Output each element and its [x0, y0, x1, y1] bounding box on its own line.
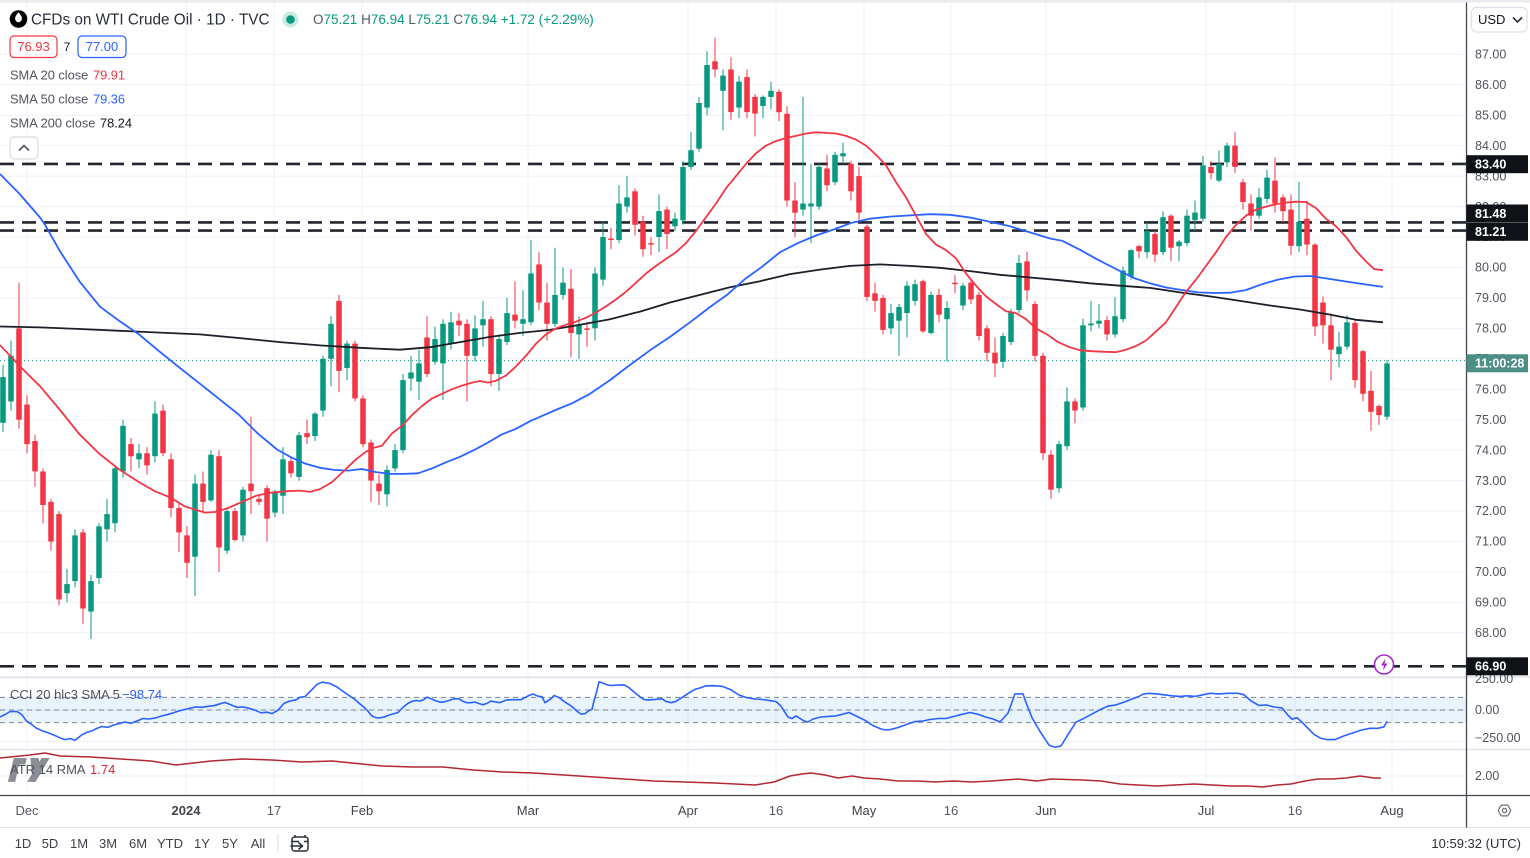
svg-text:77.00: 77.00: [86, 39, 119, 54]
svg-text:11:00:28: 11:00:28: [1475, 357, 1524, 371]
svg-text:1D: 1D: [15, 836, 32, 851]
svg-text:Jun: Jun: [1036, 803, 1057, 818]
svg-text:10:59:32 (UTC): 10:59:32 (UTC): [1431, 836, 1521, 851]
svg-text:Jul: Jul: [1198, 803, 1215, 818]
svg-text:Feb: Feb: [351, 803, 373, 818]
svg-text:75.00: 75.00: [1475, 413, 1506, 427]
svg-text:5Y: 5Y: [222, 836, 238, 851]
svg-text:2.00: 2.00: [1475, 769, 1499, 783]
svg-text:CFDs on WTI Crude Oil · 1D · T: CFDs on WTI Crude Oil · 1D · TVC: [31, 12, 270, 29]
svg-text:May: May: [852, 803, 877, 818]
svg-text:250.00: 250.00: [1475, 672, 1513, 686]
svg-text:81.48: 81.48: [1475, 207, 1506, 221]
svg-text:7: 7: [64, 40, 71, 54]
svg-text:SMA 20 close: SMA 20 close: [10, 68, 88, 83]
svg-text:USD: USD: [1478, 12, 1505, 27]
svg-text:80.00: 80.00: [1475, 261, 1506, 275]
svg-text:6M: 6M: [129, 836, 147, 851]
svg-text:66.90: 66.90: [1475, 660, 1506, 674]
svg-text:79.36: 79.36: [93, 92, 125, 107]
svg-text:Aug: Aug: [1380, 803, 1403, 818]
svg-text:73.00: 73.00: [1475, 474, 1506, 488]
svg-text:68.00: 68.00: [1475, 626, 1506, 640]
svg-text:1Y: 1Y: [194, 836, 210, 851]
svg-text:3M: 3M: [99, 836, 117, 851]
svg-text:SMA 200 close: SMA 200 close: [10, 116, 95, 131]
svg-text:Mar: Mar: [517, 803, 540, 818]
svg-text:71.00: 71.00: [1475, 535, 1506, 549]
svg-text:SMA 50 close: SMA 50 close: [10, 92, 88, 107]
svg-text:1.74: 1.74: [90, 762, 115, 777]
svg-text:Apr: Apr: [678, 803, 699, 818]
svg-text:ATR 14 RMA: ATR 14 RMA: [10, 762, 86, 777]
svg-text:87.00: 87.00: [1475, 48, 1506, 62]
svg-text:0.00: 0.00: [1475, 703, 1499, 717]
svg-text:83.40: 83.40: [1475, 158, 1506, 172]
svg-text:76.00: 76.00: [1475, 382, 1506, 396]
svg-text:85.00: 85.00: [1475, 108, 1506, 122]
svg-text:2024: 2024: [172, 803, 202, 818]
svg-text:16: 16: [944, 803, 958, 818]
svg-text:−98.74: −98.74: [122, 687, 162, 702]
svg-text:1M: 1M: [70, 836, 88, 851]
svg-text:72.00: 72.00: [1475, 504, 1506, 518]
svg-text:70.00: 70.00: [1475, 565, 1506, 579]
svg-text:74.00: 74.00: [1475, 443, 1506, 457]
svg-text:All: All: [251, 836, 266, 851]
svg-text:Dec: Dec: [15, 803, 39, 818]
svg-text:78.24: 78.24: [100, 116, 132, 131]
svg-text:16: 16: [1288, 803, 1302, 818]
svg-text:17: 17: [267, 803, 281, 818]
svg-text:69.00: 69.00: [1475, 596, 1506, 610]
svg-text:81.21: 81.21: [1475, 225, 1506, 239]
svg-text:79.00: 79.00: [1475, 291, 1506, 305]
svg-text:O75.21 H76.94 L75.21 C76.94 +1: O75.21 H76.94 L75.21 C76.94 +1.72 (+2.29…: [313, 12, 594, 27]
svg-text:CCI 20 hlc3 SMA 5: CCI 20 hlc3 SMA 5: [10, 687, 120, 702]
svg-text:79.91: 79.91: [93, 68, 125, 83]
svg-text:16: 16: [769, 803, 783, 818]
svg-text:−250.00: −250.00: [1475, 731, 1521, 745]
svg-text:76.93: 76.93: [17, 39, 50, 54]
svg-text:86.00: 86.00: [1475, 78, 1506, 92]
svg-text:78.00: 78.00: [1475, 322, 1506, 336]
svg-text:YTD: YTD: [157, 836, 183, 851]
svg-text:84.00: 84.00: [1475, 139, 1506, 153]
svg-text:5D: 5D: [42, 836, 59, 851]
